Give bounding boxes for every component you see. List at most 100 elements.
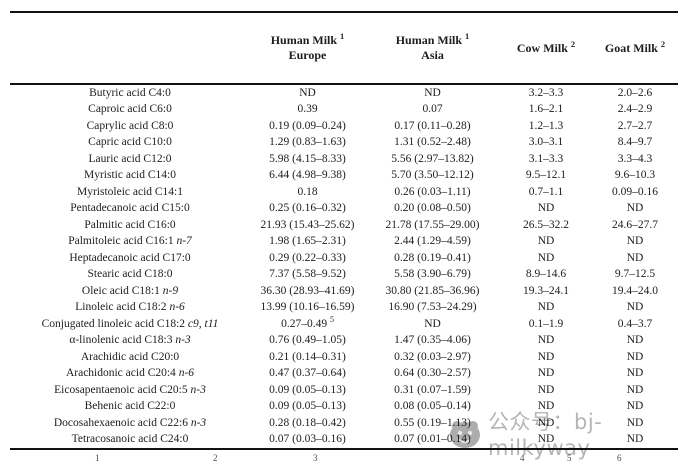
value-human-milk-asia: 1.31 (0.52–2.48) — [394, 136, 471, 149]
table-row: Caprylic acid C8:0 0.19 (0.09–0.24) 0.17 (… — [10, 118, 678, 135]
value-human-milk-europe: 5.98 (4.15–8.33) — [269, 152, 346, 165]
fatty-acid-label: Docosahexaenoic acid C22:6 n-3 — [53, 416, 207, 429]
table-row: Eicosapentaenoic acid C20:5 n-3 0.09 (0.0… — [10, 382, 678, 399]
fatty-acid-label: Eicosapentaenoic acid C20:5 n-3 — [54, 383, 206, 396]
table-row: Capric acid C10:0 1.29 (0.83–1.63) 1.31 (0… — [10, 134, 678, 151]
value-human-milk-asia: 0.64 (0.30–2.57) — [394, 367, 471, 380]
table-header-row: Human Milk 1 Europe Human Milk 1 Asia Co… — [10, 13, 678, 83]
fatty-acid-label: Myristoleic acid C14:1 — [76, 185, 184, 198]
table-row: Arachidonic acid C20:4 n-6 0.47 (0.37–0.6… — [10, 365, 678, 382]
fatty-acid-table: Human Milk 1 Europe Human Milk 1 Asia Co… — [10, 11, 678, 450]
footnote-marker: 2 — [660, 38, 666, 49]
fatty-acid-label: α-linolenic acid C18:3 n-3 — [69, 334, 191, 347]
table-row: Docosahexaenoic acid C22:6 n-3 0.28 (0.18… — [10, 415, 678, 432]
value-human-milk-asia: 0.17 (0.11–0.28) — [394, 119, 471, 132]
table-row: Myristoleic acid C14:1 0.18 0.26 (0.03–1.1… — [10, 184, 678, 201]
value-goat-milk: 9.7–12.5 — [614, 268, 656, 281]
value-goat-milk: 24.6–27.7 — [612, 218, 658, 231]
value-human-milk-europe: 7.37 (5.58–9.52) — [269, 268, 346, 281]
value-cow-milk: ND — [537, 202, 555, 215]
table-row: Heptadecanoic acid C17:0 0.29 (0.22–0.33)… — [10, 250, 678, 267]
value-goat-milk: ND — [626, 235, 644, 248]
footnote-marker: 2 — [213, 453, 218, 463]
value-human-milk-europe: 1.98 (1.65–2.31) — [269, 235, 346, 248]
table-row: Pentadecanoic acid C15:0 0.25 (0.16–0.32)… — [10, 200, 678, 217]
table-row: Linoleic acid C18:2 n-6 13.99 (10.16–16.5… — [10, 299, 678, 316]
fatty-acid-label: Heptadecanoic acid C17:0 — [69, 251, 191, 264]
value-cow-milk: ND — [537, 334, 555, 347]
value-human-milk-asia: 0.32 (0.03–2.97) — [394, 350, 471, 363]
value-goat-milk: ND — [626, 367, 644, 380]
value-cow-milk: 9.5–12.1 — [525, 169, 567, 182]
fatty-acid-label: Arachidic acid C20:0 — [80, 350, 180, 363]
value-human-milk-europe: ND — [299, 86, 316, 99]
value-goat-milk: ND — [626, 202, 644, 215]
value-cow-milk: 8.9–14.6 — [525, 268, 567, 281]
value-goat-milk: 0.4–3.7 — [617, 317, 653, 330]
value-human-milk-asia: ND — [424, 317, 441, 330]
fatty-acid-label: Lauric acid C12:0 — [88, 152, 172, 165]
footnote-marker: 1 — [465, 31, 470, 41]
value-human-milk-asia: 5.56 (2.97–13.82) — [391, 152, 474, 165]
fatty-acid-label: Pentadecanoic acid C15:0 — [70, 202, 190, 215]
fatty-acid-label: Capric acid C10:0 — [88, 136, 172, 149]
column-header-human-milk-asia: Human Milk 1 Asia — [395, 31, 470, 62]
value-human-milk-europe: 0.28 (0.18–0.42) — [269, 416, 346, 429]
value-goat-milk: 2.7–2.7 — [617, 119, 653, 132]
value-goat-milk: 2.4–2.9 — [617, 103, 653, 116]
table-row: Conjugated linoleic acid C18:2 c9, t11 0.… — [10, 314, 678, 333]
value-human-milk-europe: 1.29 (0.83–1.63) — [269, 136, 346, 149]
value-human-milk-asia: 1.47 (0.35–4.06) — [394, 334, 471, 347]
value-goat-milk: 19.4–24.0 — [612, 284, 658, 297]
fatty-acid-label: Arachidonic acid C20:4 n-6 — [65, 367, 195, 380]
value-human-milk-asia: 0.55 (0.19–1.13) — [394, 416, 471, 429]
footnote-marker: 5 — [567, 453, 572, 463]
value-goat-milk: ND — [626, 301, 644, 314]
value-human-milk-europe: 0.09 (0.05–0.13) — [269, 400, 346, 413]
table-header-rule — [10, 83, 678, 85]
watermark-logo-icon — [450, 421, 480, 448]
table-bottom-rule — [10, 447, 678, 450]
table-row: Lauric acid C12:0 5.98 (4.15–8.33) 5.56 (2… — [10, 151, 678, 168]
value-goat-milk: ND — [626, 334, 644, 347]
fatty-acid-label: Caproic acid C6:0 — [88, 103, 172, 116]
value-human-milk-asia: 0.07 — [422, 103, 443, 116]
value-goat-milk: 2.0–2.6 — [617, 86, 653, 99]
footnote-marker: 1 — [95, 453, 100, 463]
value-human-milk-europe: 0.27–0.49 5 — [281, 314, 334, 330]
value-human-milk-asia: 0.08 (0.05–0.14) — [394, 400, 471, 413]
value-cow-milk: 3.1–3.3 — [528, 152, 564, 165]
value-cow-milk: 0.1–1.9 — [528, 317, 564, 330]
footnote-marker: 4 — [520, 453, 525, 463]
value-goat-milk: ND — [626, 416, 644, 429]
footnote-marker: 5 — [329, 314, 334, 324]
value-human-milk-europe: 13.99 (10.16–16.59) — [260, 301, 355, 314]
table-top-rule — [10, 11, 678, 13]
table-row: Behenic acid C22:0 0.09 (0.05–0.13) 0.08 (… — [10, 398, 678, 415]
value-human-milk-asia: 0.07 (0.01–0.14) — [394, 433, 471, 446]
value-goat-milk: 8.4–9.7 — [617, 136, 653, 149]
table-row: Oleic acid C18:1 n-9 36.30 (28.93–41.69) 3… — [10, 283, 678, 300]
fatty-acid-label: Palmitic acid C16:0 — [84, 218, 176, 231]
table-row: Palmitoleic acid C16:1 n-7 1.98 (1.65–2.3… — [10, 233, 678, 250]
value-goat-milk: ND — [626, 350, 644, 363]
value-cow-milk: ND — [537, 383, 555, 396]
fatty-acid-label: Tetracosanoic acid C24:0 — [71, 433, 189, 446]
value-cow-milk: ND — [537, 416, 555, 429]
table-row: α-linolenic acid C18:3 n-3 0.76 (0.49–1.0… — [10, 332, 678, 349]
value-goat-milk: ND — [626, 383, 644, 396]
value-human-milk-asia: 16.90 (7.53–24.29) — [388, 301, 477, 314]
table-row: Caproic acid C6:0 0.39 0.07 1.6–2.1 2.4–2.9 — [10, 101, 678, 118]
value-cow-milk: ND — [537, 400, 555, 413]
table-body: Butyric acid C4:0 ND ND 3.2–3.3 2.0–2.6 Capro… — [10, 85, 678, 448]
value-human-milk-europe: 6.44 (4.98–9.38) — [269, 169, 346, 182]
value-goat-milk: 0.09–0.16 — [612, 185, 658, 198]
fatty-acid-label: Myristic acid C14:0 — [84, 169, 176, 182]
value-human-milk-europe: 0.21 (0.14–0.31) — [269, 350, 346, 363]
value-human-milk-asia: 0.31 (0.07–1.59) — [394, 383, 471, 396]
value-cow-milk: ND — [537, 350, 555, 363]
table-row: Stearic acid C18:0 7.37 (5.58–9.52) 5.58 (… — [10, 266, 678, 283]
value-cow-milk: 0.7–1.1 — [528, 185, 564, 198]
table-row: Palmitic acid C16:0 21.93 (15.43–25.62) 21… — [10, 217, 678, 234]
value-cow-milk: ND — [537, 235, 555, 248]
